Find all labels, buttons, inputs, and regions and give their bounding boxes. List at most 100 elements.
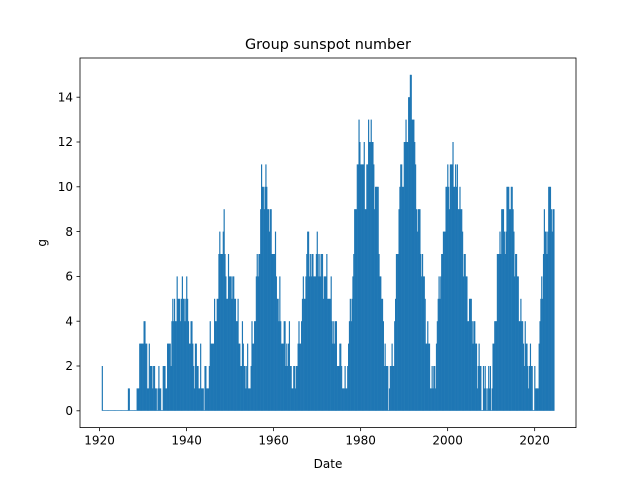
bar bbox=[409, 74, 411, 411]
bar bbox=[450, 164, 452, 411]
bar bbox=[472, 343, 474, 411]
bar bbox=[331, 321, 333, 411]
bar bbox=[173, 298, 176, 411]
bar bbox=[347, 366, 349, 411]
bar bbox=[343, 388, 345, 411]
bar bbox=[492, 343, 494, 411]
bar bbox=[250, 366, 252, 411]
bar bbox=[328, 298, 331, 411]
bar bbox=[413, 119, 415, 411]
bar bbox=[117, 410, 119, 411]
bar bbox=[368, 142, 371, 411]
bar bbox=[384, 343, 386, 411]
bar bbox=[464, 254, 466, 411]
bar bbox=[256, 254, 258, 411]
bar bbox=[261, 186, 264, 411]
bar bbox=[203, 410, 205, 411]
bar bbox=[338, 366, 340, 411]
bar bbox=[487, 388, 489, 411]
bar bbox=[241, 321, 244, 411]
bar bbox=[457, 209, 459, 411]
bar bbox=[402, 186, 405, 411]
bar bbox=[227, 298, 229, 411]
bar bbox=[164, 366, 166, 411]
bar bbox=[274, 231, 277, 411]
bar bbox=[345, 388, 347, 411]
bar bbox=[259, 254, 261, 411]
bar bbox=[252, 343, 254, 411]
bar bbox=[148, 343, 150, 411]
bar bbox=[499, 231, 501, 411]
bar bbox=[404, 142, 406, 411]
bar bbox=[354, 209, 357, 411]
bar bbox=[339, 343, 341, 411]
bar bbox=[353, 254, 355, 411]
bar bbox=[401, 186, 404, 411]
bar bbox=[223, 209, 225, 411]
bar bbox=[428, 343, 430, 411]
bar bbox=[355, 209, 358, 411]
bar bbox=[144, 321, 146, 411]
bar bbox=[219, 231, 221, 411]
bar bbox=[201, 388, 203, 411]
bar bbox=[383, 366, 385, 411]
bar bbox=[403, 142, 405, 411]
bar bbox=[388, 410, 390, 411]
bar bbox=[314, 276, 316, 411]
bar bbox=[239, 343, 241, 411]
bar bbox=[444, 231, 446, 411]
bar bbox=[516, 276, 518, 411]
bar bbox=[254, 321, 256, 411]
bar bbox=[106, 410, 108, 411]
bar bbox=[310, 276, 312, 411]
bar bbox=[130, 410, 132, 411]
bar bbox=[264, 186, 266, 411]
bar bbox=[243, 366, 245, 411]
bar bbox=[247, 388, 250, 411]
bar bbox=[502, 209, 505, 411]
bar bbox=[112, 410, 114, 411]
bar bbox=[200, 343, 202, 411]
bar bbox=[454, 186, 456, 411]
bar bbox=[245, 388, 247, 411]
bar bbox=[128, 388, 130, 411]
bar bbox=[371, 142, 373, 411]
bar bbox=[514, 276, 516, 411]
bar bbox=[430, 388, 432, 411]
bar bbox=[427, 321, 429, 411]
y-axis-label: g bbox=[35, 239, 49, 247]
bar bbox=[474, 321, 476, 411]
bar bbox=[496, 254, 498, 411]
bar bbox=[153, 366, 156, 411]
bar bbox=[193, 366, 195, 411]
bar bbox=[529, 366, 531, 411]
bar bbox=[425, 343, 427, 411]
bar bbox=[535, 388, 538, 411]
bar bbox=[273, 254, 275, 411]
bar bbox=[280, 321, 282, 411]
bar bbox=[275, 276, 277, 411]
bar bbox=[116, 410, 118, 411]
bar bbox=[445, 186, 447, 411]
bar bbox=[147, 388, 149, 411]
bar bbox=[441, 254, 444, 411]
bar bbox=[518, 321, 520, 411]
bar bbox=[374, 186, 377, 411]
bar bbox=[543, 209, 545, 411]
bar bbox=[553, 209, 555, 411]
bar bbox=[276, 298, 278, 411]
bar bbox=[534, 366, 536, 411]
bar bbox=[359, 142, 361, 411]
bar bbox=[306, 254, 308, 411]
bar bbox=[461, 209, 463, 411]
bar bbox=[234, 298, 237, 411]
bar bbox=[135, 410, 137, 411]
bar bbox=[165, 388, 167, 411]
bar bbox=[231, 298, 233, 411]
bar bbox=[374, 209, 376, 411]
bar bbox=[150, 366, 152, 411]
bar bbox=[169, 343, 171, 411]
bar bbox=[167, 343, 169, 411]
bar bbox=[124, 410, 126, 411]
bar bbox=[140, 343, 143, 411]
